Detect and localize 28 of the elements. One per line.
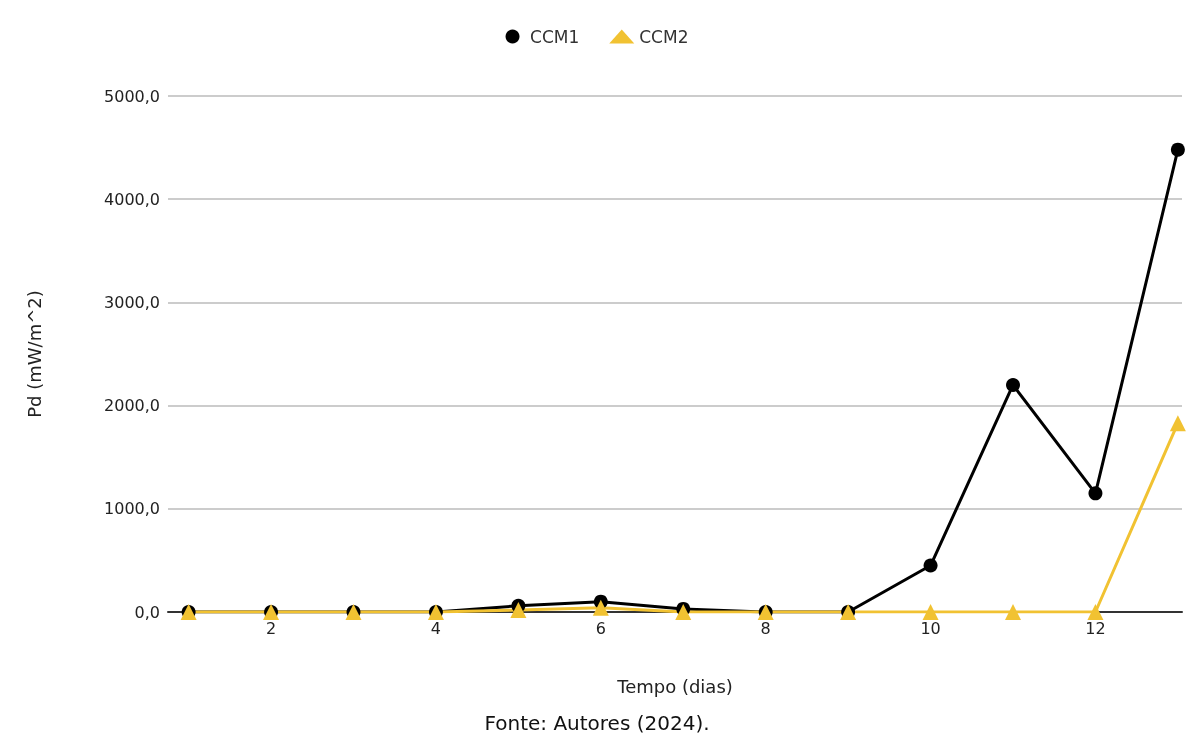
point: [675, 604, 692, 620]
legend-label: CCM1: [530, 26, 580, 47]
y-tick-label: 1000,0: [104, 499, 160, 519]
legend-label: CCM2: [639, 26, 689, 47]
y-tick-label: 2000,0: [104, 396, 160, 416]
point: [1005, 604, 1021, 620]
source-note: Fonte: Autores (2024).: [484, 711, 710, 735]
point: [923, 558, 938, 573]
x-tick-label: 8: [760, 618, 771, 638]
y-axis-title: Pd (mW/m^2): [23, 290, 45, 418]
y-tick-label: 4000,0: [104, 189, 160, 209]
y-tick-label: 3000,0: [104, 292, 160, 312]
point: [1088, 486, 1103, 501]
x-tick-label: 6: [595, 618, 606, 638]
point: [1169, 415, 1186, 432]
point: [1170, 142, 1185, 157]
point: [1006, 377, 1020, 392]
point: [510, 601, 527, 618]
point: [1087, 604, 1104, 620]
x-tick-label: 4: [430, 618, 442, 638]
y-tick-label: 0,0: [134, 602, 160, 622]
x-tick-label: 2: [265, 618, 277, 638]
point: [592, 599, 609, 616]
y-tick-label: 5000,0: [104, 86, 160, 106]
point: [922, 604, 939, 620]
x-axis-title: Tempo (dias): [616, 675, 733, 697]
x-tick-label: 12: [1085, 618, 1106, 638]
x-tick-label: 10: [920, 618, 941, 638]
